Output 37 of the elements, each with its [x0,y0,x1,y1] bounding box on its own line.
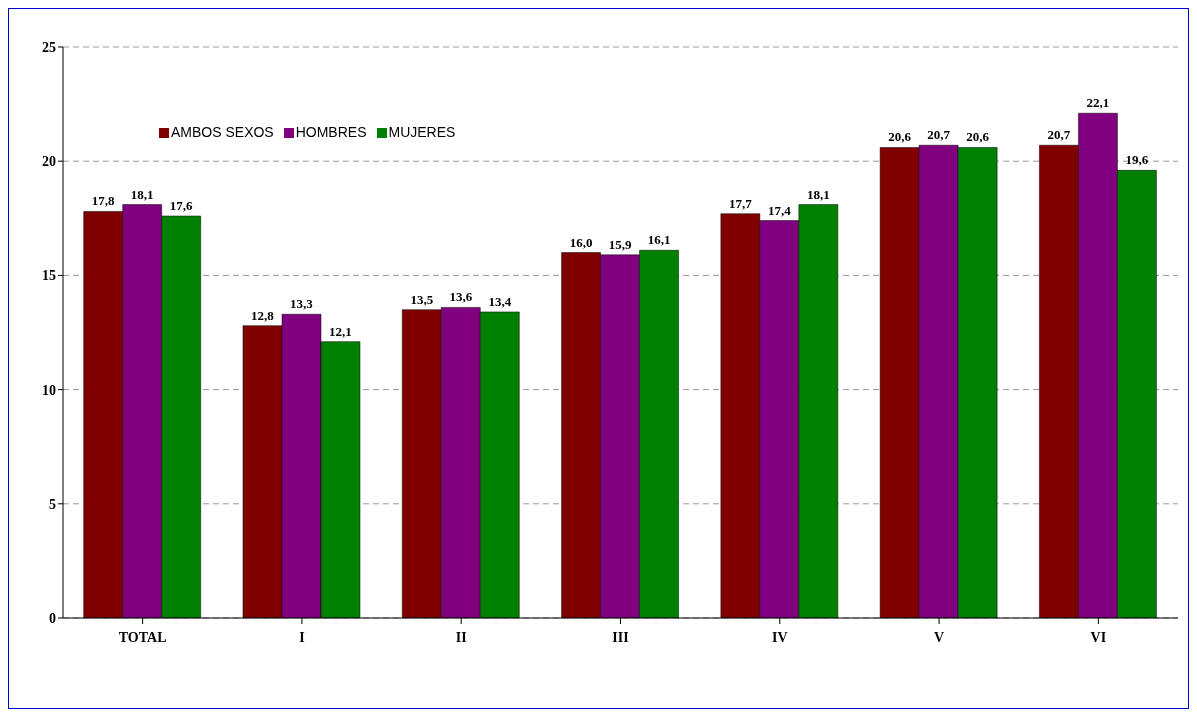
data-label: 18,1 [130,186,154,202]
legend-label: HOMBRES [295,124,367,140]
x-tick-label: IV [772,629,788,645]
y-tick-label: 10 [42,382,56,398]
data-label: 17,6 [169,198,194,214]
data-label: 13,4 [488,293,512,309]
data-label: 12,1 [329,323,352,339]
data-label: 13,6 [449,289,473,305]
y-tick-label: 15 [42,268,56,284]
data-label: 18,1 [806,186,830,202]
data-label: 13,5 [410,291,434,307]
x-tick-label: TOTAL [118,629,167,645]
data-label: 12,8 [251,307,275,323]
x-tick-label: II [455,629,467,645]
data-label: 20,6 [966,129,990,145]
x-tick-label: III [612,629,629,645]
data-label: 20,7 [1047,127,1071,143]
x-tick-label: I [299,629,305,645]
data-label: 22,1 [1086,95,1110,111]
y-tick-label: 0 [49,610,56,626]
x-tick-label: V [934,629,945,645]
data-label: 20,6 [888,129,912,145]
data-label: 16,1 [647,232,671,248]
x-tick-label: VI [1090,629,1107,645]
data-label: 17,4 [767,202,792,218]
y-tick-label: 20 [42,154,56,170]
data-label: 19,6 [1125,152,1149,168]
data-label: 16,0 [569,234,593,250]
y-tick-label: 5 [49,496,56,512]
data-label: 15,9 [608,236,632,252]
y-tick-label: 25 [42,39,56,55]
data-label: 17,7 [728,195,753,211]
data-label: 17,8 [91,193,116,209]
data-label: 13,3 [290,296,314,312]
legend-label: AMBOS SEXOS [171,124,274,140]
data-label: 20,7 [927,127,951,143]
legend-label: MUJERES [388,124,456,140]
